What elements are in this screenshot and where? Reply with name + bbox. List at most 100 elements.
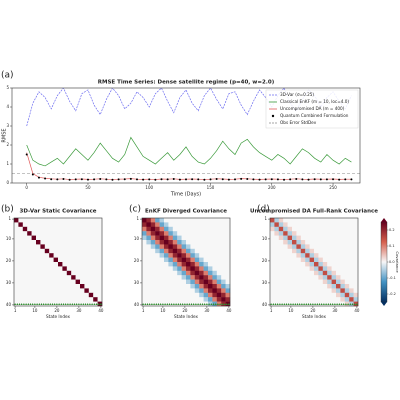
heatmap-cell <box>203 275 209 280</box>
heatmap-cell <box>80 292 85 298</box>
heatmap-cell <box>97 253 103 258</box>
heatmap-cell <box>300 257 306 263</box>
heatmap-cell <box>300 284 306 289</box>
heatmap-cell <box>314 222 319 227</box>
heatmap-cell <box>31 275 37 280</box>
marker <box>25 153 28 156</box>
heatmap-cell <box>146 257 151 263</box>
obs-marker <box>289 303 292 305</box>
heatmap-cell <box>88 284 94 289</box>
heatmap-cell <box>300 270 306 276</box>
heatmap-cell <box>44 270 50 276</box>
heatmap-cell <box>221 257 226 263</box>
heatmap-cell <box>199 226 204 232</box>
heatmap-cell <box>142 270 147 276</box>
heatmap-cell <box>142 301 147 307</box>
heatmap-cell <box>97 257 103 263</box>
heatmap-cell <box>340 253 345 258</box>
heatmap-cell <box>80 301 85 307</box>
obs-marker <box>309 303 312 305</box>
heatmap-cell <box>40 226 45 232</box>
heatmap-cell <box>150 301 156 307</box>
obs-marker <box>71 303 74 305</box>
heatmap-cell <box>340 292 345 298</box>
heatmap-cell <box>344 248 350 254</box>
obs-marker <box>353 303 356 305</box>
heatmap-cell <box>199 248 204 254</box>
heatmap-cell <box>66 218 72 223</box>
heatmap-cell <box>274 266 279 271</box>
heatmap-cell <box>283 240 288 245</box>
heatmap-cell <box>75 257 81 263</box>
obs-marker <box>190 303 193 305</box>
heatmap-cell <box>225 275 231 280</box>
heatmap-cell <box>49 244 54 249</box>
heatmap-cell <box>283 262 288 267</box>
heatmap-cell <box>327 231 332 236</box>
heatmap-cell <box>75 253 81 258</box>
heatmap-cell <box>31 279 37 285</box>
heatmap-cell <box>22 288 28 293</box>
heatmap-cell <box>146 226 151 232</box>
heatmap-cell <box>58 248 63 254</box>
colorbar-tick-label: 0.1 <box>389 244 395 248</box>
obs-marker <box>307 303 310 305</box>
heatmap-cell <box>340 266 345 271</box>
heatmap-cell <box>212 257 217 263</box>
heatmap-cell <box>221 244 226 249</box>
heatmap-cell <box>353 240 359 245</box>
heatmap-cell <box>14 301 19 307</box>
heatmap-cell <box>80 297 85 302</box>
heatmap-cell <box>66 279 72 285</box>
heatmap-cell <box>150 279 156 285</box>
heatmap-cell <box>71 226 76 232</box>
heatmap-cell <box>177 253 182 258</box>
heatmap-cell <box>340 248 345 254</box>
heatmap-cell <box>327 244 332 249</box>
heatmap-cell <box>159 248 165 254</box>
heatmap-cell <box>62 301 67 307</box>
heatmap-cell <box>71 284 76 289</box>
heatmap-cell <box>168 288 173 293</box>
heatmap-cell <box>84 262 89 267</box>
heatmap-cell <box>327 297 332 302</box>
heatmap-cell <box>49 262 54 267</box>
heatmap-cell <box>71 235 76 241</box>
heatmap-cell <box>27 288 32 293</box>
heatmap-cell <box>27 240 32 245</box>
heatmap-cell <box>208 301 213 307</box>
heatmap-cell <box>296 253 301 258</box>
obs-marker <box>144 303 147 305</box>
heatmap-cell <box>31 297 37 302</box>
marker <box>62 178 65 181</box>
y-tick-label: 40 <box>6 302 12 307</box>
heatmap-cell <box>155 292 160 298</box>
heatmap-cell <box>31 288 37 293</box>
marker <box>350 178 353 181</box>
heatmap-cell <box>177 262 182 267</box>
heatmap-cell <box>22 231 28 236</box>
x-tick-label: 10 <box>160 308 166 313</box>
heatmap-cell <box>322 266 328 271</box>
heatmap-cell <box>216 301 222 307</box>
heatmap-cell <box>278 240 284 245</box>
heatmap-cell <box>296 262 301 267</box>
heatmap-cell <box>49 266 54 271</box>
heatmap-cell <box>283 244 288 249</box>
heatmap-cell <box>71 222 76 227</box>
y-tick-label: 10 <box>6 236 12 241</box>
heatmap-cell <box>194 292 200 298</box>
obs-marker <box>351 303 354 305</box>
heatmap-cell <box>225 226 231 232</box>
heatmap-cell <box>327 279 332 285</box>
x-tick-label: 40 <box>226 308 232 313</box>
heatmap-cell <box>309 266 315 271</box>
heatmap-cell <box>150 270 156 276</box>
heatmap-cell <box>36 288 41 293</box>
heatmap-cell <box>155 262 160 267</box>
heatmap-cell <box>327 275 332 280</box>
heatmap-cell <box>292 253 297 258</box>
marker <box>227 178 230 181</box>
x-tick-label: 10 <box>288 308 294 313</box>
heatmap-cell <box>194 288 200 293</box>
